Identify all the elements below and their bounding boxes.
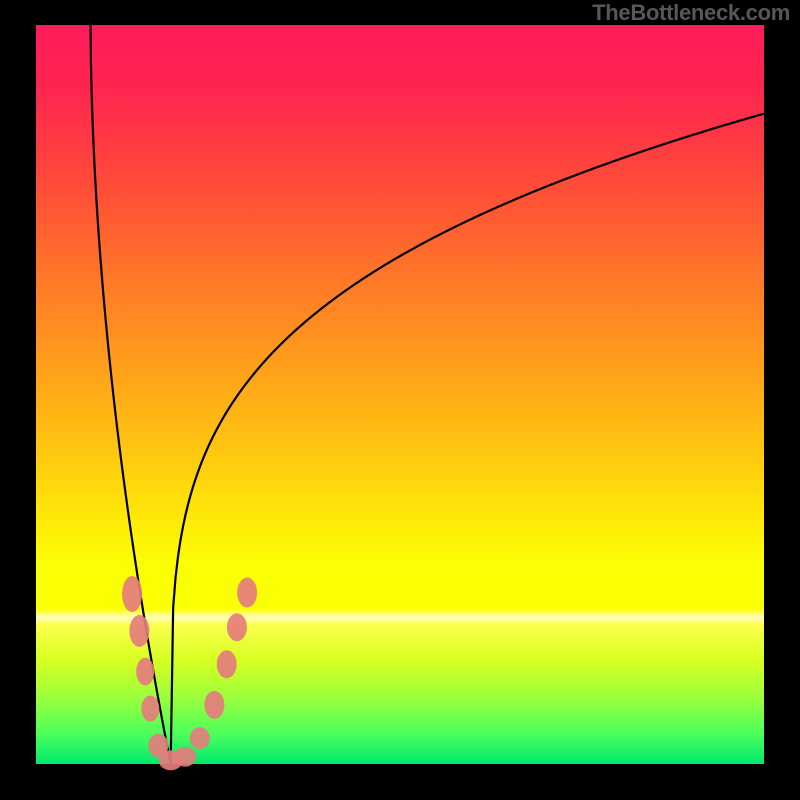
chart-container: { "watermark": "TheBottleneck.com", "can… xyxy=(0,0,800,800)
bottleneck-chart xyxy=(0,0,800,800)
data-dot xyxy=(204,691,224,719)
data-dot xyxy=(129,615,149,647)
gradient-background xyxy=(36,25,764,764)
data-dot xyxy=(122,576,142,612)
data-dot xyxy=(190,727,210,749)
data-dot xyxy=(237,578,257,608)
data-dot xyxy=(217,650,237,678)
data-dot xyxy=(136,658,154,686)
watermark-text: TheBottleneck.com xyxy=(592,0,790,26)
data-dot xyxy=(174,747,196,767)
data-dot xyxy=(141,696,159,722)
data-dot xyxy=(227,613,247,641)
